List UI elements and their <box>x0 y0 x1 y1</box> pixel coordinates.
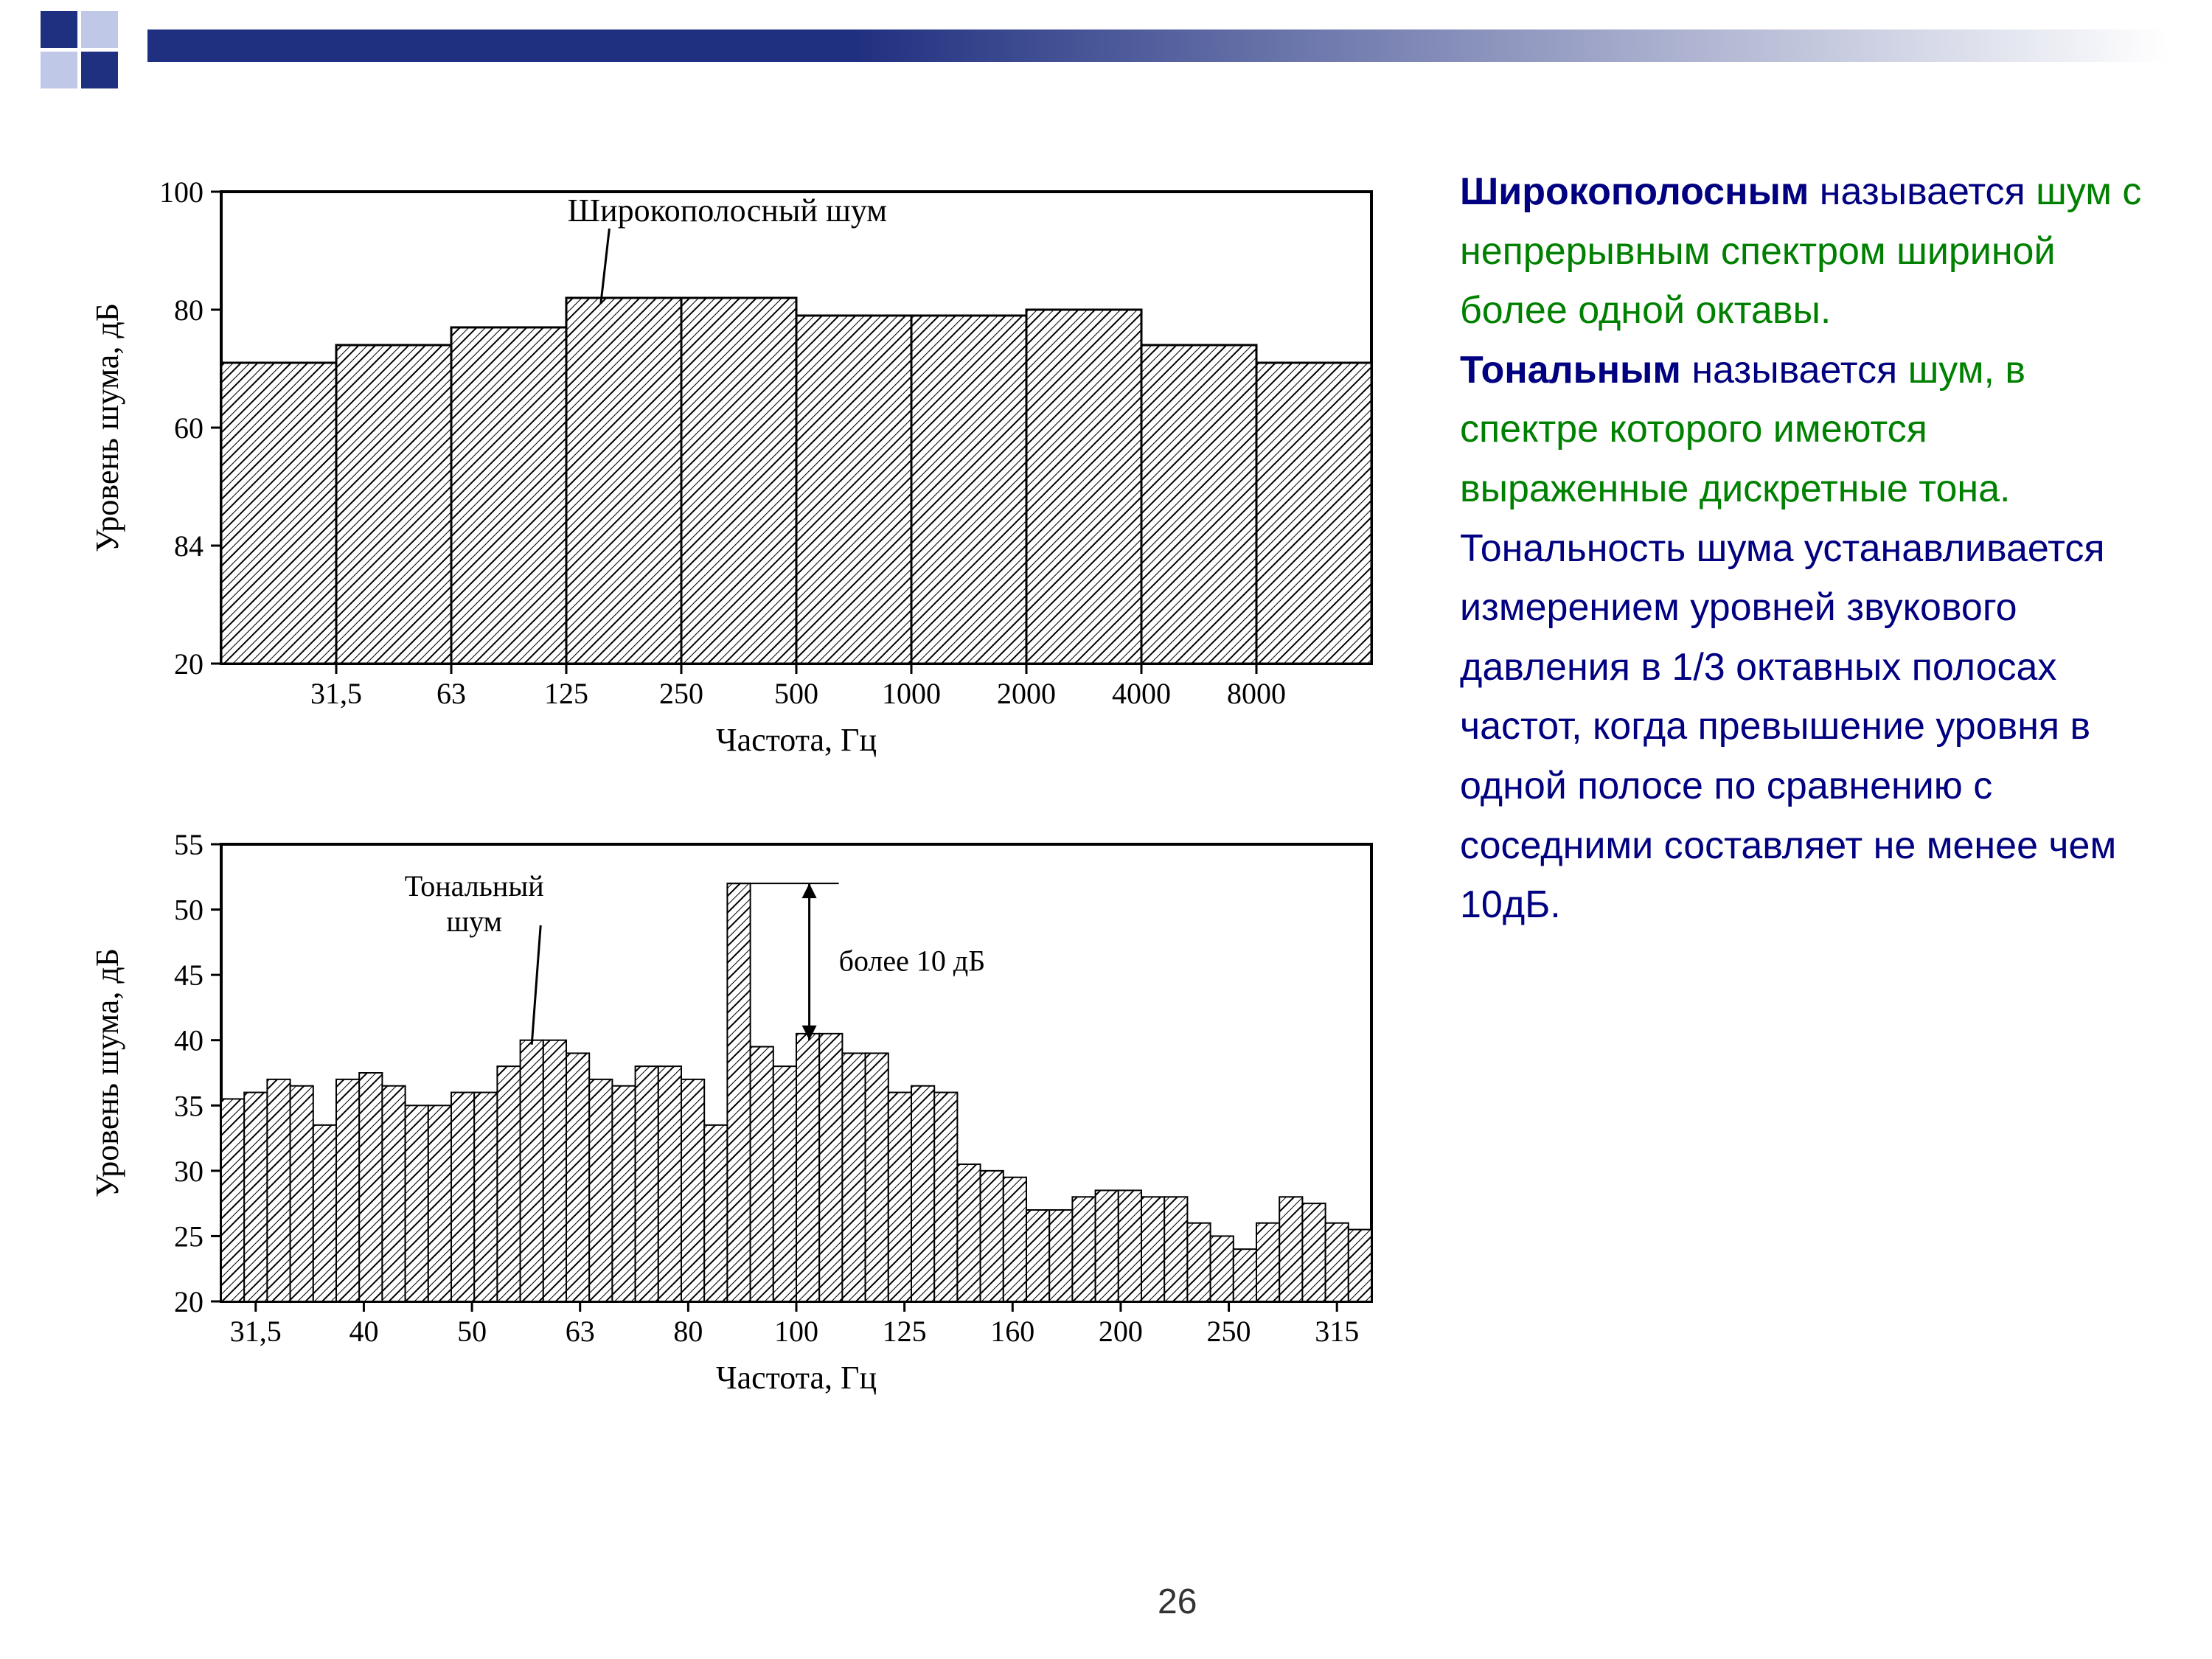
body-text: Тональность шума устанавливается измерен… <box>1460 527 2116 927</box>
svg-text:30: 30 <box>174 1155 204 1188</box>
svg-text:31,5: 31,5 <box>310 677 362 710</box>
svg-text:Уровень шума, дБ: Уровень шума, дБ <box>89 303 125 552</box>
term-broadband: Широкополосным <box>1460 170 1809 213</box>
svg-text:Частота, Гц: Частота, Гц <box>716 1360 877 1396</box>
header-sq-2 <box>81 11 118 48</box>
charts-column: 20 84 60 80 100 Уровень шума, дБ 31,5 63 125 250 5… <box>66 162 1430 1615</box>
header-sq-1 <box>41 11 77 48</box>
content-area: 20 84 60 80 100 Уровень шума, дБ 31,5 63 125 250 5… <box>66 162 2146 1615</box>
tonal-chart: 20 25 30 35 40 45 50 55 Уровень шума, дБ 31,5 40 50… <box>66 815 1430 1478</box>
header-sq-3 <box>41 52 77 88</box>
svg-text:50: 50 <box>174 894 204 927</box>
page-number: 26 <box>1158 1582 1197 1622</box>
svg-text:8000: 8000 <box>1227 677 1286 710</box>
header-sq-4 <box>81 52 118 88</box>
header-gradient <box>147 29 2168 62</box>
svg-text:40: 40 <box>174 1024 204 1057</box>
svg-text:Уровень шума, дБ: Уровень шума, дБ <box>89 948 125 1197</box>
svg-text:315: 315 <box>1315 1315 1359 1348</box>
text-column: Широкополосным называется шум с непрерыв… <box>1430 162 2146 1615</box>
svg-text:4000: 4000 <box>1112 677 1171 710</box>
svg-text:шум: шум <box>446 905 502 938</box>
svg-text:20: 20 <box>174 1285 204 1318</box>
svg-text:Частота, Гц: Частота, Гц <box>716 722 877 758</box>
svg-text:100: 100 <box>159 175 204 209</box>
svg-text:Широкополосный шум: Широкополосный шум <box>568 192 887 229</box>
svg-text:125: 125 <box>883 1315 927 1348</box>
svg-text:500: 500 <box>774 677 818 710</box>
term-tonal: Тональным <box>1460 349 1681 392</box>
svg-text:160: 160 <box>990 1315 1034 1348</box>
svg-text:63: 63 <box>566 1315 595 1348</box>
text-paragraph: Широкополосным называется шум с непрерыв… <box>1460 162 2146 935</box>
svg-text:250: 250 <box>1207 1315 1251 1348</box>
svg-text:более 10 дБ: более 10 дБ <box>839 944 986 977</box>
svg-text:200: 200 <box>1099 1315 1143 1348</box>
svg-text:250: 250 <box>659 677 703 710</box>
svg-text:125: 125 <box>544 677 588 710</box>
header-squares <box>41 11 129 100</box>
svg-text:20: 20 <box>174 647 204 681</box>
svg-text:35: 35 <box>174 1089 204 1122</box>
svg-text:100: 100 <box>774 1315 818 1348</box>
svg-text:63: 63 <box>437 677 466 710</box>
broadband-chart: 20 84 60 80 100 Уровень шума, дБ 31,5 63 125 250 5… <box>66 162 1430 811</box>
slide-root: 20 84 60 80 100 Уровень шума, дБ 31,5 63 125 250 5… <box>0 0 2212 1659</box>
svg-text:60: 60 <box>174 411 204 445</box>
svg-text:Тональный: Тональный <box>405 869 544 902</box>
term1-navy-after: называется <box>1809 170 2036 213</box>
svg-text:50: 50 <box>457 1315 487 1348</box>
svg-text:84: 84 <box>174 529 204 563</box>
svg-text:31,5: 31,5 <box>230 1315 282 1348</box>
svg-text:80: 80 <box>174 293 204 327</box>
svg-text:80: 80 <box>673 1315 703 1348</box>
svg-text:1000: 1000 <box>882 677 941 710</box>
svg-text:2000: 2000 <box>997 677 1056 710</box>
svg-text:55: 55 <box>174 828 204 861</box>
term2-navy-after: называется <box>1681 349 1908 392</box>
svg-text:45: 45 <box>174 959 204 992</box>
header-bar <box>0 0 2212 81</box>
svg-text:25: 25 <box>174 1220 204 1253</box>
svg-text:40: 40 <box>349 1315 378 1348</box>
